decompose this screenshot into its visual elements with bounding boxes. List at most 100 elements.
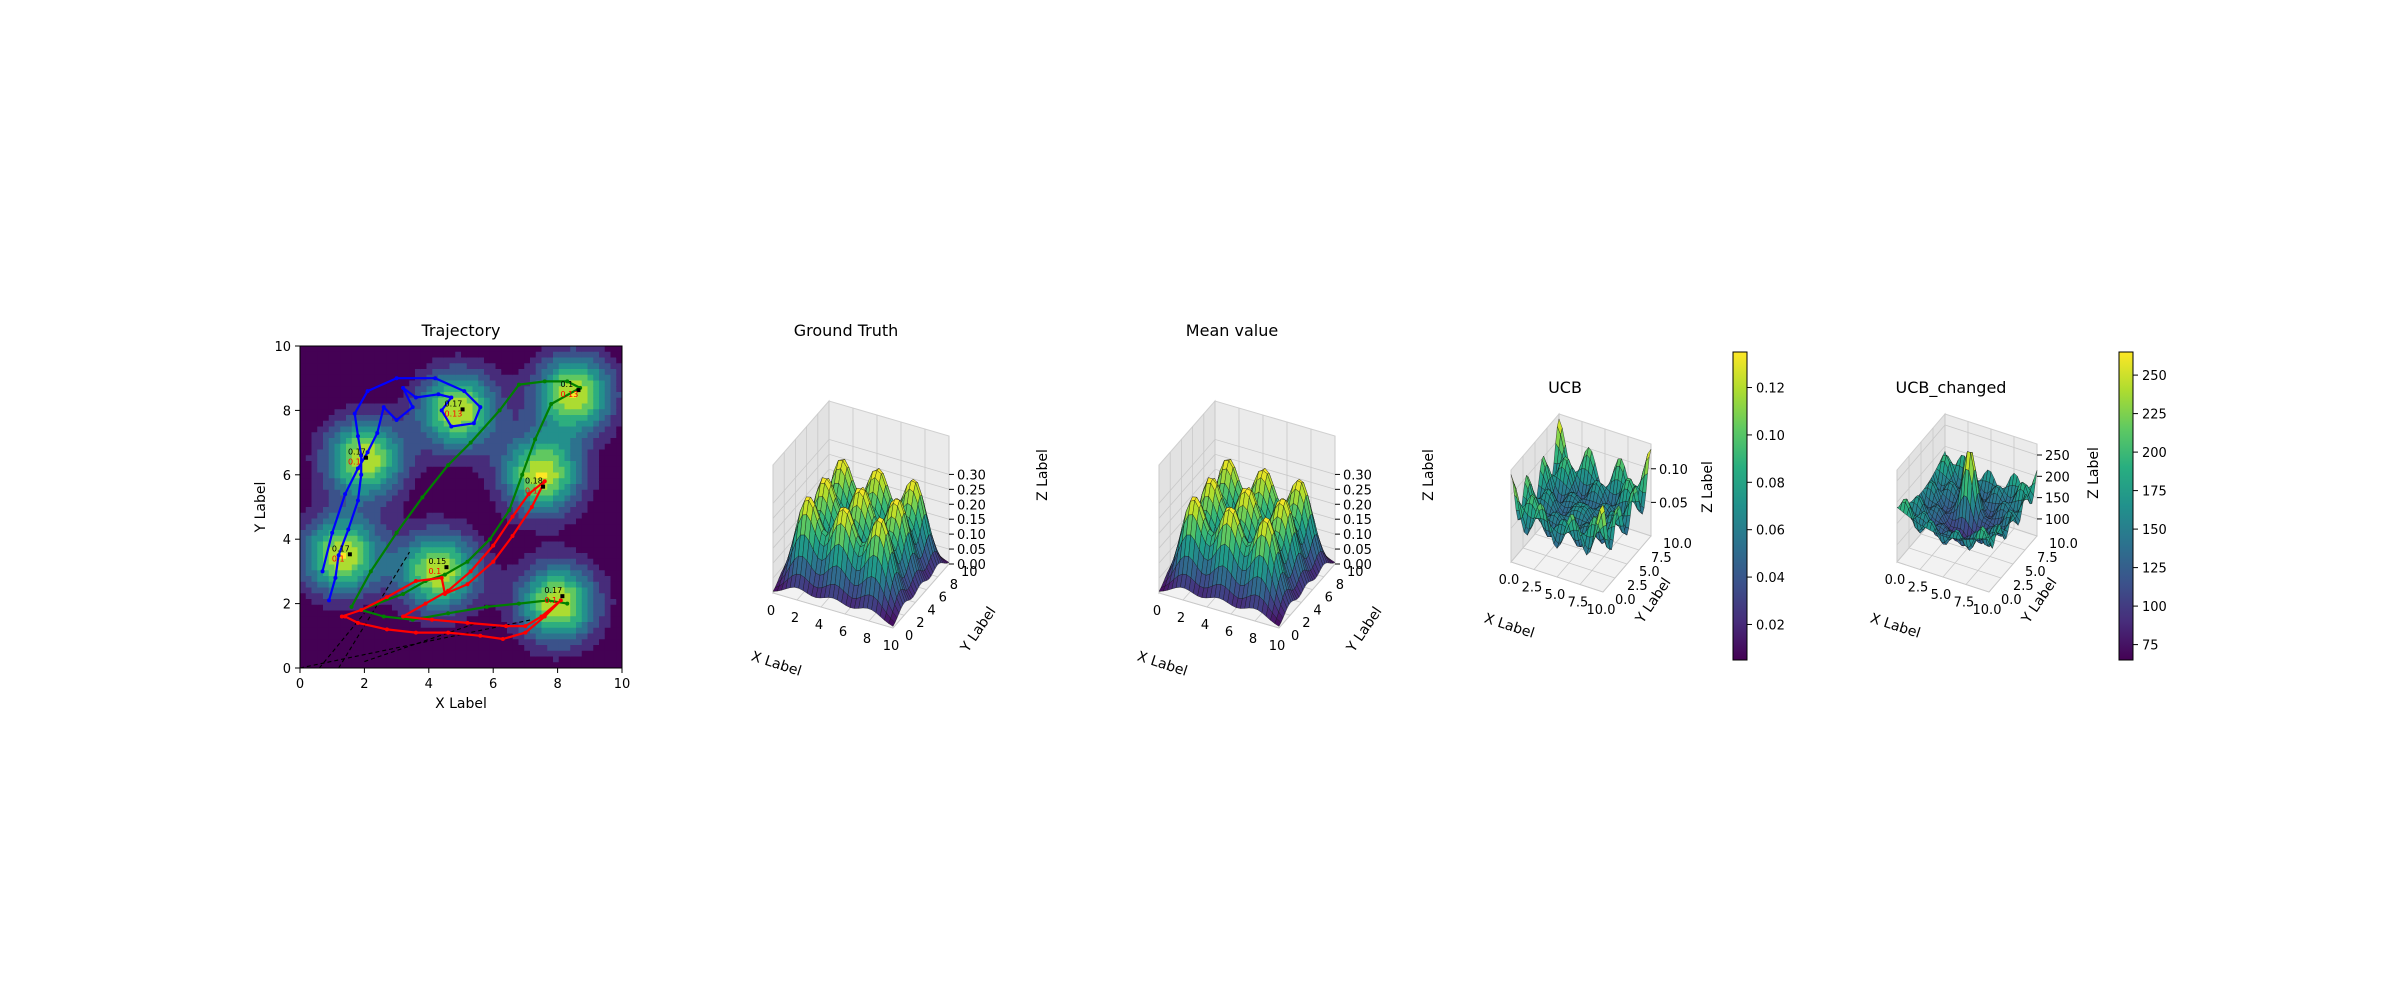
heatmap-cell xyxy=(466,380,474,387)
heatmap-cell xyxy=(507,530,514,537)
heatmap-cell xyxy=(461,524,468,531)
heatmap-cell xyxy=(334,645,341,652)
heatmap-cell xyxy=(334,604,341,612)
heatmap-cell xyxy=(489,507,497,514)
x-tick-label: 2 xyxy=(1177,611,1185,626)
heatmap-cell xyxy=(564,576,571,583)
heatmap-cell xyxy=(553,564,560,571)
heatmap-cell xyxy=(599,392,606,399)
heatmap-cell xyxy=(357,357,364,364)
heatmap-cell xyxy=(484,374,491,382)
heatmap-cell xyxy=(380,426,387,433)
heatmap-cell xyxy=(564,489,571,497)
heatmap-cell xyxy=(501,386,508,393)
heatmap-cell xyxy=(472,639,479,646)
heatmap-cell xyxy=(432,604,439,612)
heatmap-cell xyxy=(340,438,347,445)
trajectory-point xyxy=(497,408,502,413)
heatmap-cell xyxy=(564,455,571,462)
heatmap-cell xyxy=(449,369,456,376)
heatmap-cell xyxy=(489,599,497,606)
heatmap-cell xyxy=(576,495,583,502)
heatmap-cell xyxy=(461,558,468,566)
trajectory-point xyxy=(465,582,470,587)
heatmap-cell xyxy=(524,374,531,382)
heatmap-cell xyxy=(305,645,313,652)
heatmap-cell xyxy=(300,645,307,652)
heatmap-cell xyxy=(455,426,462,433)
heatmap-cell xyxy=(392,495,399,502)
heatmap-cell xyxy=(593,466,600,474)
heatmap-cell xyxy=(386,386,393,393)
heatmap-cell xyxy=(472,576,479,583)
heatmap-cell xyxy=(593,587,600,594)
heatmap-cell xyxy=(599,386,606,393)
heatmap-cell xyxy=(455,438,462,445)
heatmap-cell xyxy=(478,455,485,462)
heatmap-cell xyxy=(328,409,336,416)
heatmap-cell xyxy=(340,627,347,635)
heatmap-cell xyxy=(512,351,520,359)
heatmap-cell xyxy=(564,386,571,393)
heatmap-cell xyxy=(438,627,445,635)
heatmap-cell xyxy=(311,587,318,594)
heatmap-cell xyxy=(340,616,347,623)
heatmap-cell xyxy=(472,507,479,514)
heatmap-cell xyxy=(340,351,347,359)
heatmap-cell xyxy=(311,374,318,382)
heatmap-cell xyxy=(311,501,318,508)
heatmap-cell xyxy=(466,455,474,462)
heatmap-cell xyxy=(455,518,462,525)
heatmap-cell xyxy=(386,512,393,520)
heatmap-cell xyxy=(415,438,422,445)
heatmap-cell xyxy=(432,656,439,663)
y-tick-label: 8 xyxy=(1336,578,1344,593)
heatmap-cell xyxy=(369,558,376,566)
heatmap-cell xyxy=(581,449,589,456)
heatmap-cell xyxy=(461,553,468,560)
heatmap-cell xyxy=(461,599,468,606)
heatmap-cell xyxy=(604,518,612,525)
heatmap-cell xyxy=(357,392,364,399)
heatmap-cell xyxy=(317,507,324,514)
heatmap-cell xyxy=(518,386,525,393)
heatmap-cell xyxy=(351,484,359,491)
heatmap-cell xyxy=(449,397,456,405)
heatmap-cell xyxy=(604,495,612,502)
heatmap-cell xyxy=(512,415,520,422)
heatmap-cell xyxy=(426,650,433,658)
heatmap-cell xyxy=(484,507,491,514)
heatmap-cell xyxy=(415,553,422,560)
heatmap-cell xyxy=(478,386,485,393)
heatmap-cell xyxy=(512,478,520,485)
heatmap-cell xyxy=(449,392,456,399)
heatmap-cell xyxy=(300,472,307,479)
heatmap-cell xyxy=(438,386,445,393)
heatmap-cell xyxy=(323,650,330,658)
heatmap-cell xyxy=(300,518,307,525)
heatmap-cell xyxy=(524,501,531,508)
heatmap-cell xyxy=(323,346,330,353)
heatmap-cell xyxy=(576,346,583,353)
heatmap-cell xyxy=(530,351,537,359)
heatmap-cell xyxy=(300,449,307,456)
heatmap-cell xyxy=(518,530,525,537)
heatmap-cell xyxy=(438,639,445,646)
heatmap-cell xyxy=(449,409,456,416)
heatmap-cell xyxy=(397,512,405,520)
heatmap-cell xyxy=(616,564,622,571)
heatmap-cell xyxy=(564,415,571,422)
heatmap-cell xyxy=(443,604,451,612)
heatmap-cell xyxy=(386,438,393,445)
heatmap-cell xyxy=(323,409,330,416)
heatmap-cell xyxy=(409,443,416,451)
heatmap-cell xyxy=(512,380,520,387)
dashed-guide-line xyxy=(338,551,410,668)
heatmap-cell xyxy=(472,581,479,589)
heatmap-cell xyxy=(570,553,577,560)
heatmap-cell xyxy=(518,564,525,571)
heatmap-cell xyxy=(397,622,405,629)
trajectory-point xyxy=(565,379,570,384)
heatmap-cell xyxy=(334,650,341,658)
heatmap-cell xyxy=(443,472,451,479)
